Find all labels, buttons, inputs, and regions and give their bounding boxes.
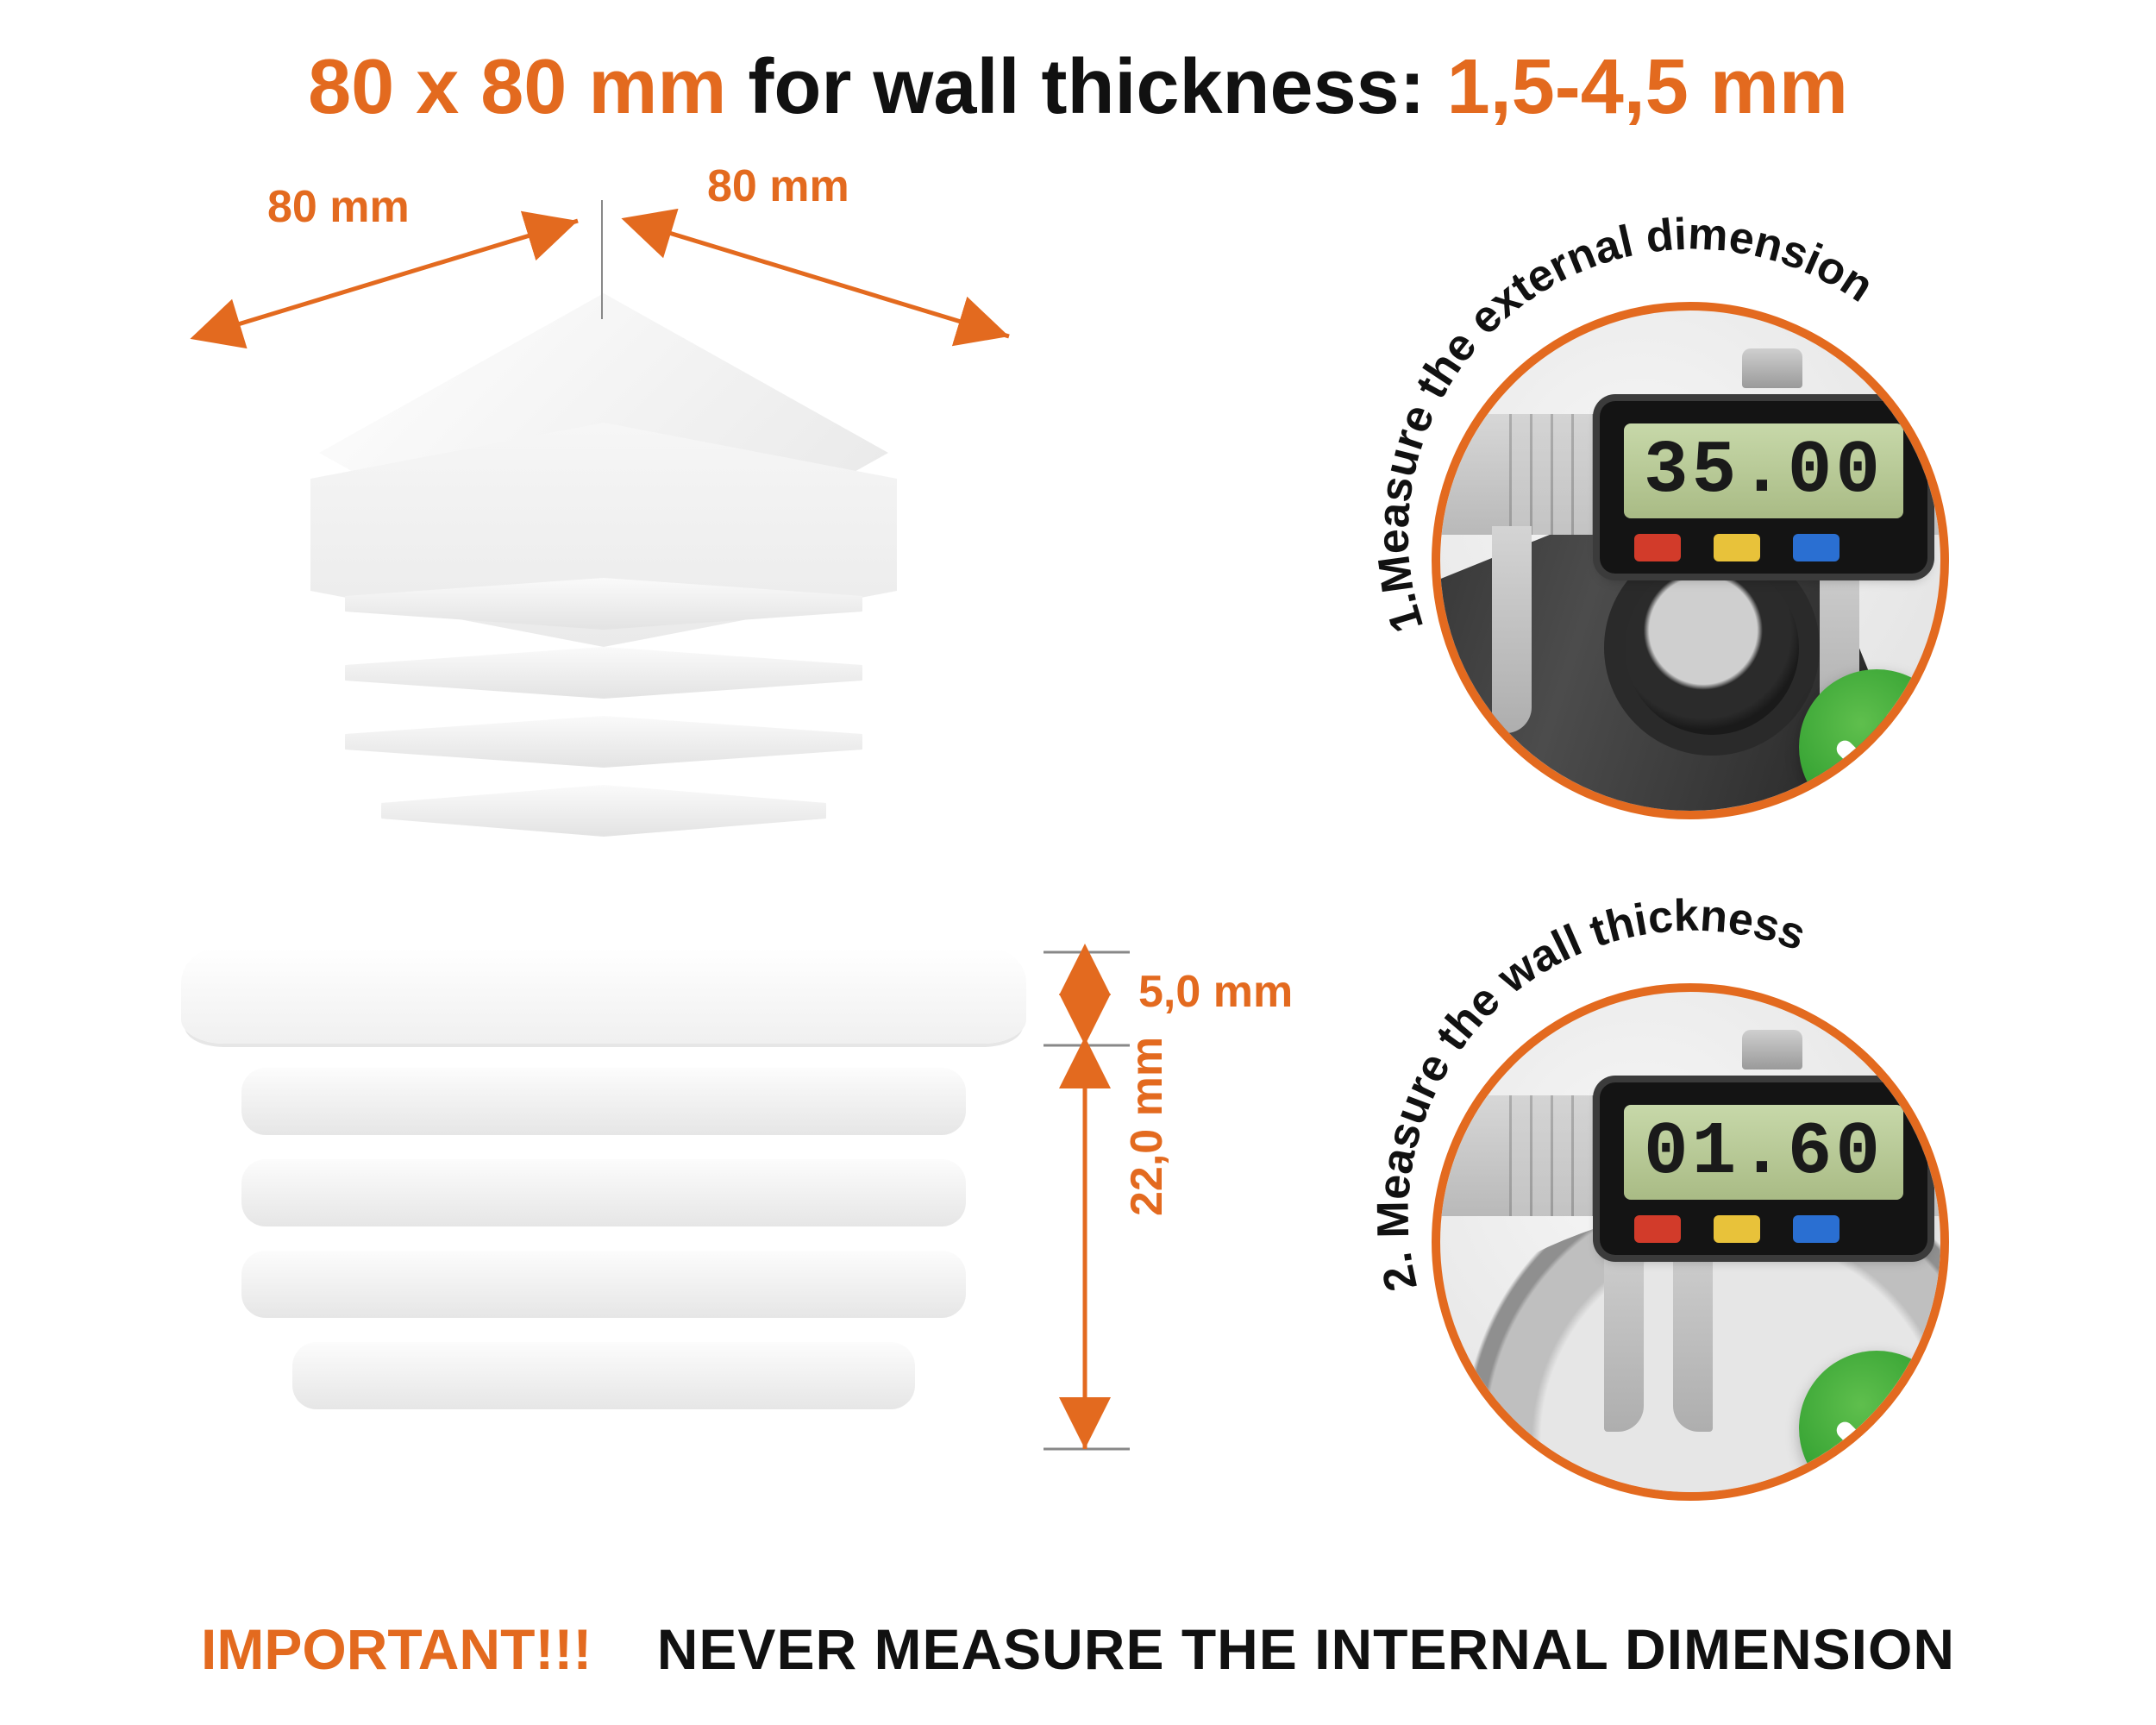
caliper-buttons xyxy=(1634,1215,1839,1243)
caliper-buttons xyxy=(1634,534,1839,561)
caliper-btn-red xyxy=(1634,1215,1681,1243)
caliper-btn-blue xyxy=(1793,534,1839,561)
step1-panel: 1.Measure the external dimension 35.00 xyxy=(1337,198,2044,854)
step1-circle: 35.00 xyxy=(1432,302,1949,819)
caliper-btn-blue xyxy=(1793,1215,1839,1243)
title-size: 80 x 80 mm xyxy=(308,44,726,130)
product-fin xyxy=(345,716,862,768)
caliper-lcd-2: 01.60 xyxy=(1624,1105,1903,1200)
footer-important: IMPORTANT!!! xyxy=(201,1617,592,1681)
product-fin xyxy=(381,785,826,837)
caliper-btn-red xyxy=(1634,534,1681,561)
footer-message: NEVER MEASURE THE INTERNAL DIMENSION xyxy=(657,1617,1955,1681)
caliper-knob xyxy=(1742,1030,1802,1070)
dim-label-cap-h: 5,0 mm xyxy=(1138,966,1293,1018)
caliper-jaw-fixed xyxy=(1492,526,1532,733)
product-side-fin xyxy=(241,1251,966,1318)
product-side-body xyxy=(241,1044,966,1432)
product-fin xyxy=(345,578,862,630)
title-mid: for wall thickness: xyxy=(726,44,1446,130)
page-title: 80 x 80 mm for wall thickness: 1,5-4,5 m… xyxy=(0,43,2156,132)
caliper-btn-yellow xyxy=(1714,1215,1760,1243)
dim-label-left: 80 mm xyxy=(267,181,410,233)
product-fin xyxy=(345,647,862,699)
product-iso-panel: 80 mm 80 mm xyxy=(86,172,1121,862)
product-side-fin xyxy=(292,1342,915,1409)
check-icon xyxy=(1799,669,1949,819)
title-thickness: 1,5-4,5 mm xyxy=(1447,44,1848,130)
product-iso xyxy=(216,293,992,845)
caliper-btn-yellow xyxy=(1714,534,1760,561)
step2-panel: 2. Measure the wall thickness 01.60 xyxy=(1337,880,2044,1535)
caliper-knob xyxy=(1742,348,1802,388)
dim-label-body-h: 22,0 mm xyxy=(1121,1037,1173,1216)
caliper-screen: 01.60 xyxy=(1600,1082,1927,1255)
product-side-fin xyxy=(241,1068,966,1135)
product-side-cap xyxy=(181,949,1026,1044)
product-side-panel: 5,0 mm 22,0 mm xyxy=(86,914,1294,1535)
dim-label-right: 80 mm xyxy=(707,160,849,212)
step2-circle: 01.60 xyxy=(1432,983,1949,1501)
caliper-screen: 35.00 xyxy=(1600,401,1927,574)
caliper-lcd-1: 35.00 xyxy=(1624,423,1903,518)
footer-warning: IMPORTANT!!! NEVER MEASURE THE INTERNAL … xyxy=(0,1616,2156,1682)
product-iso-fins xyxy=(345,561,862,837)
check-icon xyxy=(1799,1351,1949,1501)
product-side-fin xyxy=(241,1159,966,1226)
